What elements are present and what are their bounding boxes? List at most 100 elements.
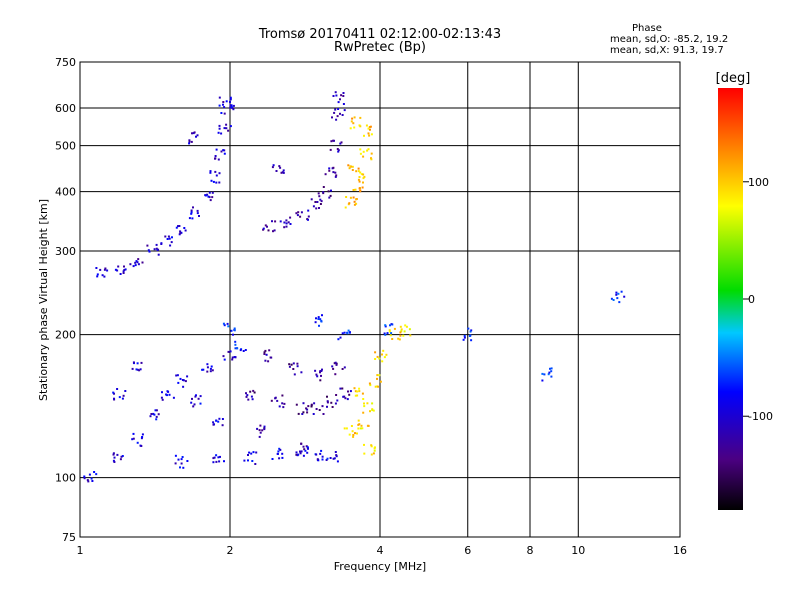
- data-point: [161, 391, 163, 394]
- data-point: [337, 108, 340, 110]
- data-point: [270, 356, 273, 359]
- data-point: [271, 166, 274, 169]
- data-point: [362, 155, 365, 158]
- data-point: [188, 217, 191, 220]
- data-point: [190, 401, 193, 404]
- data-point: [358, 387, 361, 390]
- data-point: [103, 275, 106, 278]
- data-point: [302, 411, 305, 414]
- phase-stats-o: mean, sd,O: -85.2, 19.2: [610, 34, 729, 45]
- data-point: [168, 393, 171, 396]
- data-point: [247, 454, 249, 456]
- data-point: [220, 150, 223, 153]
- chart-title: Tromsø 20170411 02:12:00-02:13:43: [258, 27, 502, 42]
- data-point: [276, 399, 279, 402]
- data-point: [332, 171, 335, 174]
- data-point: [339, 387, 342, 390]
- data-point: [353, 203, 356, 206]
- data-point: [268, 349, 271, 352]
- data-point: [250, 452, 253, 455]
- data-point: [206, 370, 209, 373]
- data-point: [188, 140, 191, 143]
- data-point: [341, 387, 344, 390]
- data-point: [324, 173, 327, 176]
- data-points: [83, 91, 626, 483]
- data-point: [153, 248, 156, 251]
- data-point: [227, 325, 230, 328]
- data-point: [281, 171, 284, 174]
- data-point: [271, 220, 273, 223]
- data-point: [156, 249, 159, 252]
- data-point: [399, 331, 402, 334]
- data-point: [357, 419, 360, 422]
- data-point: [229, 106, 232, 109]
- data-point: [318, 195, 321, 198]
- data-point: [134, 264, 137, 267]
- data-point: [296, 362, 299, 365]
- data-point: [157, 253, 160, 256]
- data-point: [320, 449, 323, 452]
- data-point: [550, 370, 553, 373]
- data-point: [231, 358, 234, 361]
- data-point: [370, 152, 373, 155]
- data-point: [352, 189, 355, 191]
- data-point: [164, 235, 167, 238]
- data-point: [300, 450, 303, 453]
- data-point: [196, 209, 199, 212]
- data-point: [225, 123, 228, 126]
- data-point: [334, 171, 337, 174]
- y-tick-label: 100: [55, 472, 76, 485]
- y-tick-label: 300: [55, 245, 76, 258]
- data-point: [201, 368, 204, 371]
- data-point: [358, 176, 361, 178]
- data-point: [283, 226, 286, 229]
- data-point: [378, 357, 381, 360]
- data-point: [279, 448, 282, 451]
- data-point: [400, 328, 403, 331]
- data-point: [359, 171, 362, 174]
- data-point: [131, 438, 134, 441]
- data-point: [213, 456, 216, 459]
- x-axis-label: Frequency [MHz]: [334, 560, 426, 573]
- data-point: [332, 166, 335, 169]
- data-point: [356, 390, 359, 393]
- data-point: [358, 390, 361, 393]
- data-point: [177, 458, 180, 461]
- data-point: [360, 173, 363, 176]
- y-tick-label: 750: [55, 56, 76, 69]
- data-point: [223, 358, 226, 361]
- data-point: [281, 452, 284, 455]
- data-point: [385, 353, 388, 356]
- data-point: [351, 165, 354, 168]
- data-point: [132, 265, 135, 268]
- data-point: [218, 172, 221, 175]
- data-point: [339, 336, 342, 339]
- data-point: [157, 413, 160, 416]
- data-point: [116, 388, 119, 390]
- data-point: [336, 148, 339, 150]
- data-point: [362, 173, 365, 176]
- data-point: [290, 363, 293, 366]
- data-point: [352, 122, 355, 125]
- data-point: [190, 140, 193, 143]
- data-point: [331, 116, 333, 119]
- data-point: [221, 424, 224, 427]
- data-point: [196, 134, 199, 137]
- data-point: [342, 95, 345, 97]
- data-point: [174, 454, 177, 457]
- data-point: [230, 106, 233, 108]
- data-point: [548, 371, 551, 374]
- data-point: [293, 373, 296, 376]
- data-point: [191, 217, 194, 220]
- data-point: [210, 365, 213, 368]
- axis-ticks: 1 2 4 6 8 10 16 75 100 200 300 400 500 600 750: [55, 56, 687, 557]
- data-point: [265, 353, 268, 356]
- data-point: [330, 189, 332, 192]
- data-point: [357, 167, 360, 170]
- data-point: [251, 398, 254, 401]
- data-point: [354, 390, 357, 393]
- data-point: [543, 373, 546, 376]
- data-point: [172, 396, 175, 399]
- data-point: [215, 148, 218, 151]
